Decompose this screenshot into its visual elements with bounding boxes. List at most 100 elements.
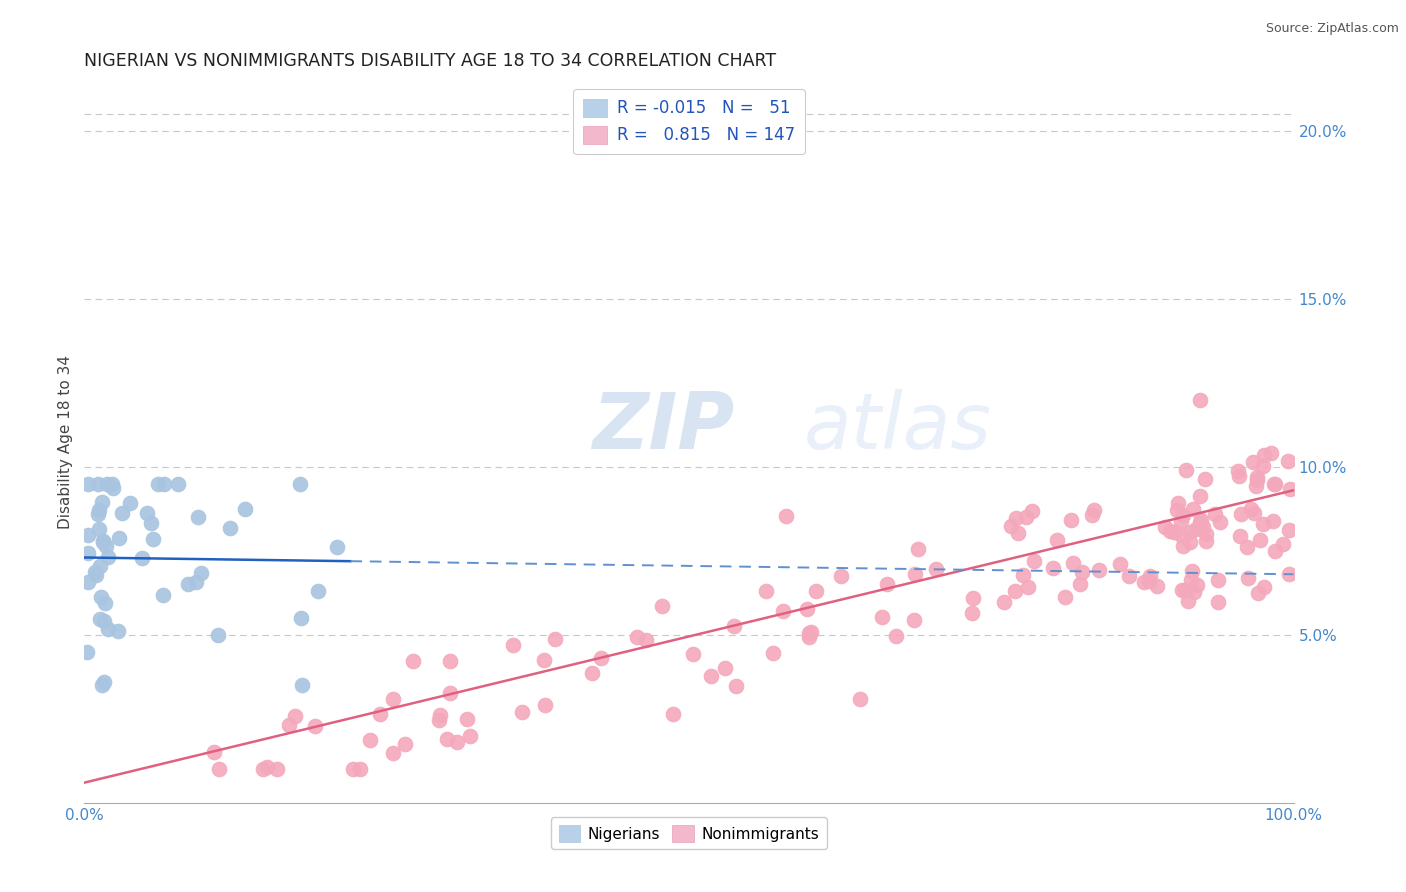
Point — [1132, 574, 1154, 589]
Point — [1236, 540, 1258, 554]
Point — [96, 476, 118, 491]
Point — [368, 706, 391, 721]
Point — [1109, 557, 1132, 571]
Point — [1017, 580, 1039, 594]
Point — [581, 665, 603, 680]
Point — [1277, 453, 1299, 467]
Point — [682, 647, 704, 661]
Point — [1278, 524, 1301, 538]
Point — [278, 718, 301, 732]
Point — [903, 613, 925, 627]
Point — [1278, 567, 1301, 582]
Point — [97, 549, 120, 564]
Point — [1278, 482, 1301, 496]
Point — [1022, 554, 1045, 568]
Point — [1007, 525, 1029, 540]
Point — [101, 481, 124, 495]
Point — [1189, 513, 1212, 527]
Point — [502, 638, 524, 652]
Point — [166, 476, 188, 491]
Point — [108, 531, 131, 545]
Point — [797, 631, 820, 645]
Point — [1206, 573, 1229, 587]
Point — [382, 746, 405, 760]
Point — [1263, 477, 1285, 491]
Point — [925, 562, 948, 576]
Point — [291, 678, 314, 692]
Point — [662, 707, 685, 722]
Point — [1253, 448, 1275, 462]
Point — [700, 669, 723, 683]
Point — [1053, 590, 1076, 604]
Point — [907, 541, 929, 556]
Point — [1243, 506, 1265, 520]
Point — [1249, 533, 1271, 548]
Point — [436, 731, 458, 746]
Point — [1167, 495, 1189, 509]
Point — [849, 692, 872, 706]
Text: NIGERIAN VS NONIMMIGRANTS DISABILITY AGE 18 TO 34 CORRELATION CHART: NIGERIAN VS NONIMMIGRANTS DISABILITY AGE… — [84, 53, 776, 70]
Point — [1240, 502, 1263, 516]
Point — [1166, 503, 1188, 517]
Point — [91, 495, 114, 509]
Point — [962, 591, 984, 606]
Point — [326, 540, 349, 554]
Point — [94, 596, 117, 610]
Point — [101, 476, 124, 491]
Point — [762, 646, 785, 660]
Point — [87, 507, 110, 521]
Point — [723, 619, 745, 633]
Point — [1174, 463, 1197, 477]
Point — [152, 588, 174, 602]
Point — [1230, 507, 1253, 521]
Point — [1088, 563, 1111, 577]
Point — [876, 577, 898, 591]
Point — [510, 705, 533, 719]
Point — [1012, 567, 1035, 582]
Point — [1251, 517, 1274, 532]
Point — [1177, 593, 1199, 607]
Point — [1042, 561, 1064, 575]
Point — [1188, 515, 1211, 529]
Point — [651, 599, 673, 613]
Point — [401, 654, 423, 668]
Point — [775, 508, 797, 523]
Point — [1246, 473, 1268, 487]
Point — [993, 595, 1015, 609]
Point — [439, 686, 461, 700]
Point — [960, 607, 983, 621]
Point — [89, 559, 111, 574]
Point — [1229, 529, 1251, 543]
Point — [111, 506, 134, 520]
Point — [870, 609, 893, 624]
Point — [1206, 595, 1229, 609]
Point — [93, 614, 115, 628]
Point — [1070, 565, 1092, 579]
Point — [252, 762, 274, 776]
Point — [142, 532, 165, 546]
Point — [1180, 574, 1202, 588]
Point — [77, 546, 100, 560]
Point — [1251, 458, 1274, 473]
Point — [190, 566, 212, 581]
Point — [1188, 489, 1211, 503]
Point — [796, 601, 818, 615]
Y-axis label: Disability Age 18 to 34: Disability Age 18 to 34 — [58, 354, 73, 529]
Point — [93, 675, 115, 690]
Text: Source: ZipAtlas.com: Source: ZipAtlas.com — [1265, 22, 1399, 36]
Point — [1178, 534, 1201, 549]
Point — [177, 577, 200, 591]
Point — [1187, 578, 1209, 592]
Point — [135, 506, 157, 520]
Point — [87, 476, 110, 491]
Point — [458, 729, 481, 743]
Point — [1182, 584, 1205, 599]
Point — [1000, 519, 1022, 533]
Text: ZIP: ZIP — [592, 389, 734, 465]
Point — [131, 550, 153, 565]
Point — [107, 624, 129, 638]
Point — [1243, 455, 1265, 469]
Point — [1171, 583, 1194, 598]
Point — [1059, 513, 1081, 527]
Point — [1181, 565, 1204, 579]
